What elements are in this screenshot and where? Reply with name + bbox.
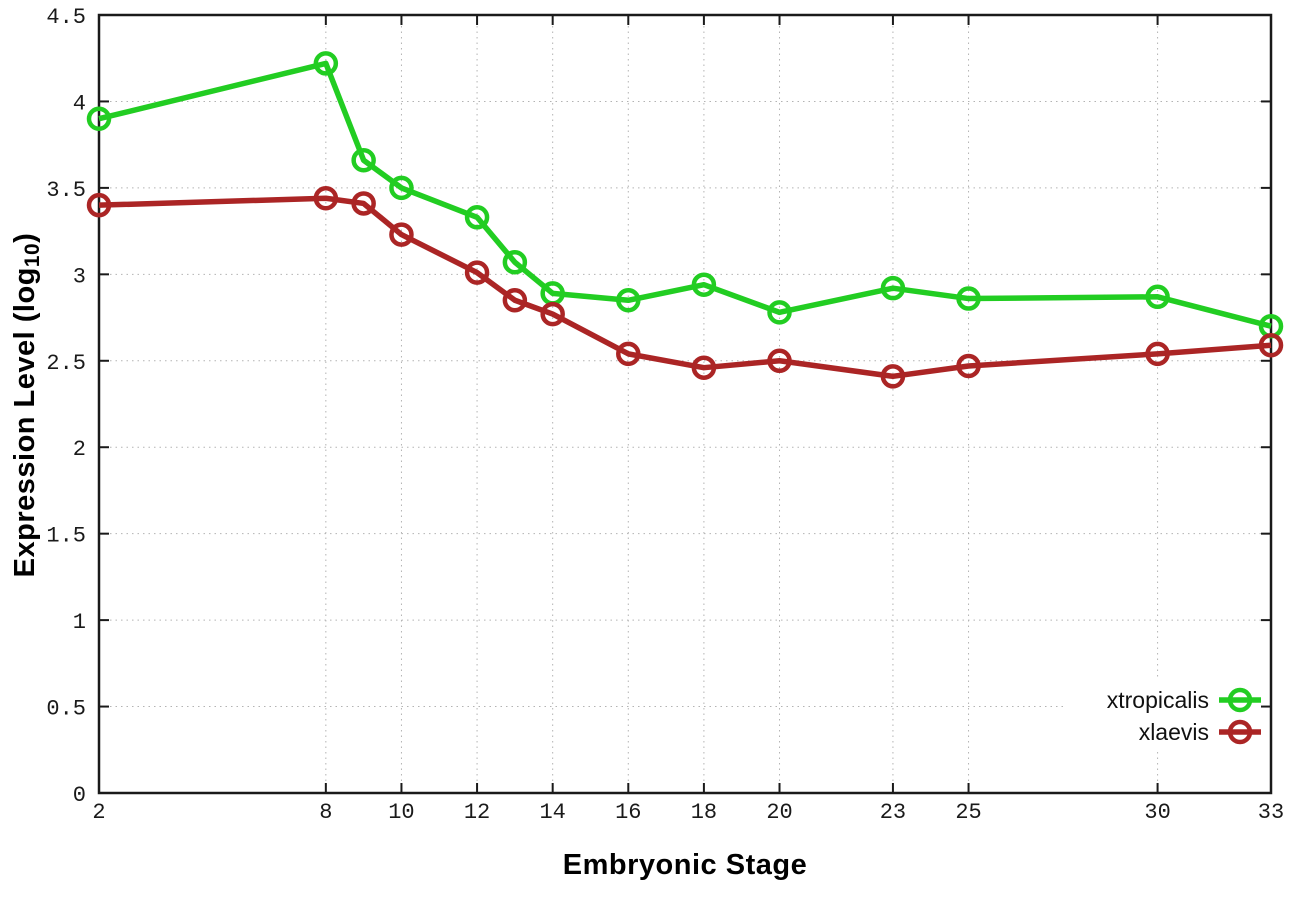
y-tick-label: 3.5 (46, 178, 86, 203)
y-tick-label: 0.5 (46, 697, 86, 722)
data-point-xtropicalis (313, 51, 339, 76)
data-point-xtropicalis (767, 300, 792, 325)
legend-clear-area (1066, 680, 1262, 750)
data-point-xlaevis (616, 341, 641, 367)
data-point-xlaevis (502, 288, 528, 313)
y-axis-title-suffix: ) (9, 232, 41, 243)
y-tick-label: 2.5 (46, 351, 86, 376)
xtropicalis-line-marker-icon (1219, 687, 1261, 713)
x-axis-title: Embryonic Stage (562, 849, 808, 881)
legend: xtropicalis xlaevis (1107, 684, 1262, 748)
xlaevis-line-marker-icon (1219, 719, 1261, 745)
x-tick-label: 23 (880, 800, 906, 825)
data-point-xlaevis (691, 355, 717, 380)
x-tick-label: 12 (464, 800, 490, 825)
data-point-xlaevis (389, 222, 414, 247)
x-tick-label: 18 (691, 800, 717, 825)
legend-item-xlaevis: xlaevis (1139, 716, 1262, 748)
data-point-xtropicalis (502, 249, 528, 275)
data-point-xtropicalis (464, 205, 490, 230)
data-point-xlaevis (313, 186, 339, 211)
x-tick-label: 8 (319, 800, 332, 825)
y-tick-label: 4.5 (46, 5, 86, 30)
data-point-xlaevis (464, 260, 490, 285)
y-axis-title: Expression Level (log10) (6, 155, 44, 655)
x-tick-label: 2 (92, 800, 105, 825)
data-point-xlaevis (1145, 341, 1170, 367)
y-tick-label: 3 (73, 264, 86, 289)
y-axis-title-subscript: 10 (21, 242, 45, 268)
x-tick-label: 20 (766, 800, 792, 825)
legend-label-xlaevis: xlaevis (1138, 718, 1209, 745)
y-axis-title-text: Expression Level (log (9, 267, 41, 578)
data-point-xtropicalis (616, 288, 641, 313)
x-tick-label: 10 (388, 800, 414, 825)
x-tick-label: 14 (539, 800, 565, 825)
plot-border (97, 13, 1273, 795)
y-tick-label: 2 (73, 437, 86, 462)
data-point-xlaevis (351, 191, 376, 216)
data-point-xtropicalis (389, 175, 414, 201)
x-tick-label: 33 (1258, 800, 1284, 825)
y-tick-label: 1.5 (46, 524, 86, 549)
data-point-xtropicalis (880, 275, 906, 301)
data-point-xlaevis (880, 364, 906, 389)
x-tick-label: 25 (955, 800, 981, 825)
data-point-xlaevis (956, 353, 981, 379)
series-line-xtropicalis (98, 60, 1272, 329)
data-point-xlaevis (86, 192, 112, 218)
x-tick-label: 16 (615, 800, 641, 825)
y-tick-label: 1 (73, 610, 86, 635)
data-point-xtropicalis (956, 286, 981, 311)
legend-item-xtropicalis: xtropicalis (1107, 684, 1262, 716)
data-point-xlaevis (540, 301, 565, 327)
data-point-xtropicalis (351, 147, 376, 173)
x-tick-label: 30 (1144, 800, 1170, 825)
data-point-xtropicalis (1145, 284, 1170, 310)
data-point-xtropicalis (691, 272, 717, 297)
data-point-xtropicalis (86, 106, 112, 131)
data-point-xlaevis (1258, 332, 1284, 358)
data-point-xlaevis (767, 348, 792, 374)
y-tick-label: 4 (73, 91, 86, 116)
legend-label-xtropicalis: xtropicalis (1106, 686, 1209, 713)
y-tick-label: 0 (73, 783, 86, 808)
